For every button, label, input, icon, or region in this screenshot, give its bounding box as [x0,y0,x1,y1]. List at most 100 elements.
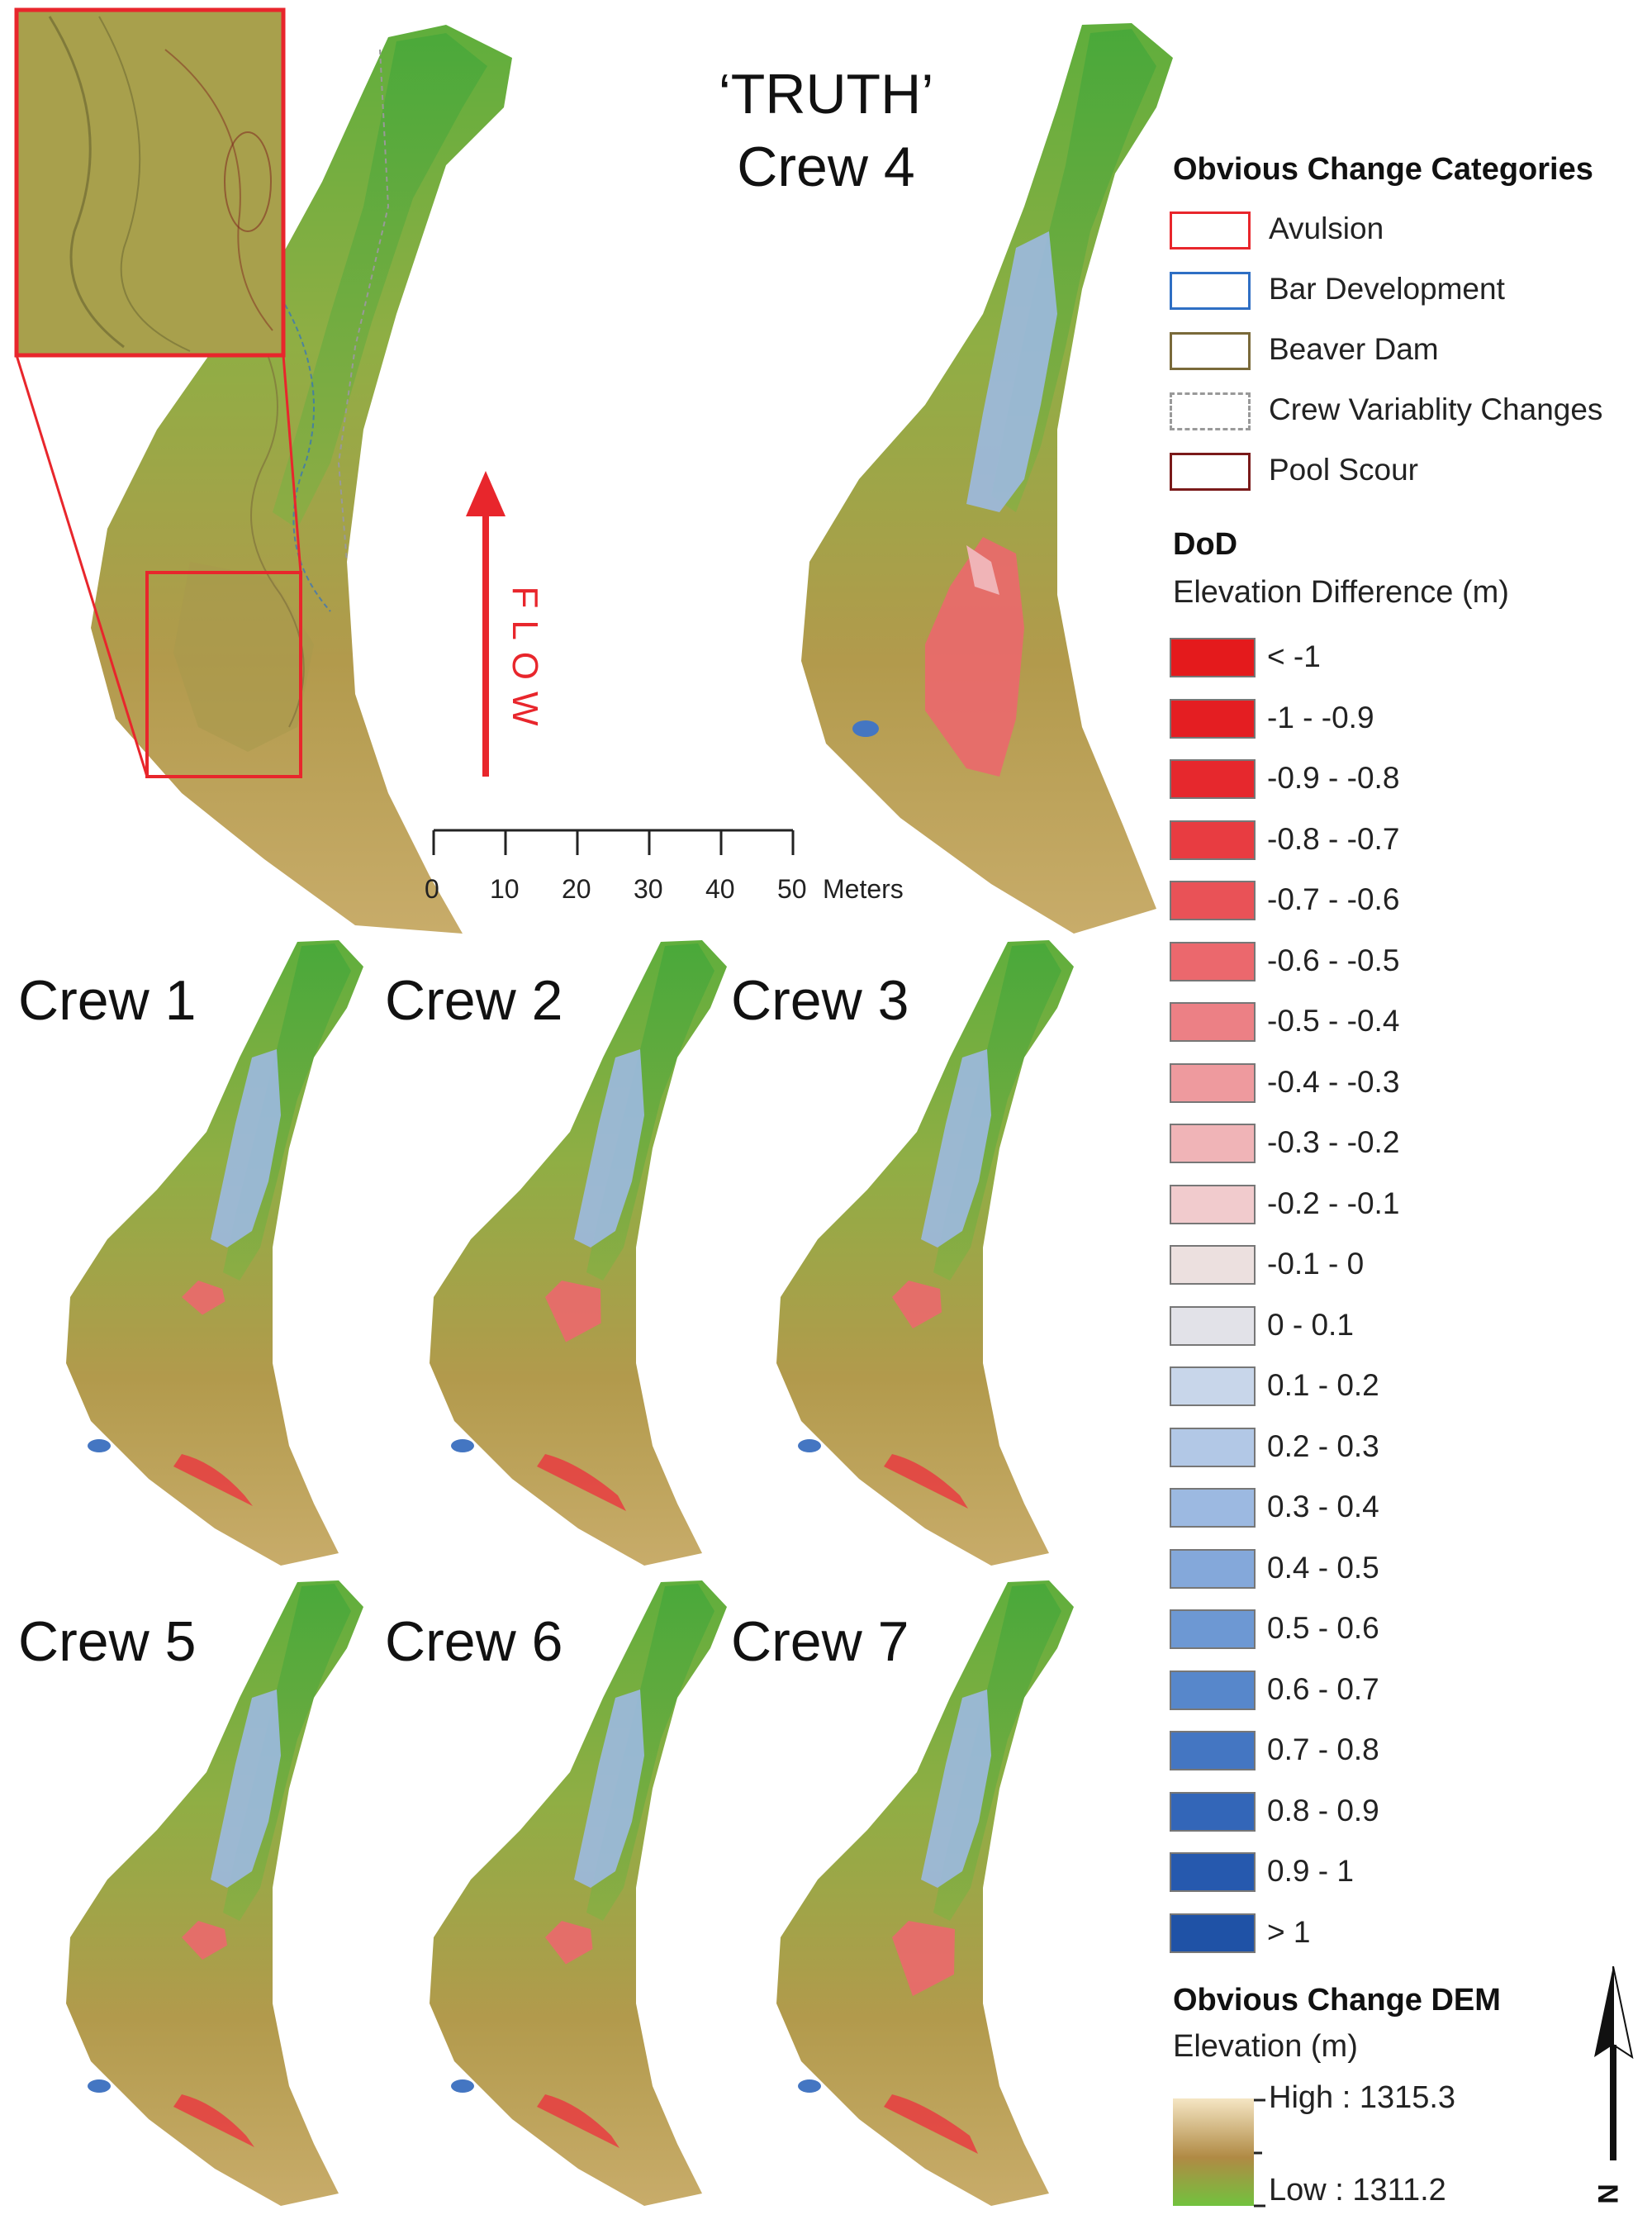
scale-tick-label: 0 [425,874,439,904]
legend-dod-swatch [1170,698,1256,739]
legend-category-row: Bar Development [1170,269,1649,311]
legend-dod-swatch [1170,1548,1256,1589]
north-label: N [1593,2184,1625,2204]
bar-development-area [966,231,1057,512]
legend-category-symbol [1170,272,1251,310]
legend-dod-row: 0.6 - 0.7 [1170,1669,1599,1712]
legend-dod-swatch [1170,1791,1256,1832]
crew-panel-title: Crew 7 [731,1610,909,1673]
legend-dod-swatch [1170,1852,1256,1892]
legend-dod-label: 0.7 - 0.8 [1267,1732,1379,1766]
legend-category-label: Avulsion [1269,211,1384,245]
crew-panel-title: Crew 3 [731,969,909,1032]
inset-map [14,7,286,358]
legend-dod-row: 0.4 - 0.5 [1170,1547,1599,1590]
legend-dod-row: -0.3 - -0.2 [1170,1122,1599,1165]
flow-arrow [466,471,506,777]
legend-dod-swatch [1170,1366,1256,1406]
legend-dod-row: -0.1 - 0 [1170,1243,1599,1286]
crew-dod-map [430,940,727,1566]
legend-category-label: Pool Scour [1269,453,1418,487]
legend-dod-swatch [1170,1002,1256,1042]
legend-dod-row: 0.9 - 1 [1170,1851,1599,1894]
scale-tick-label: 50 [777,874,807,904]
inset-extent-box [145,571,302,778]
legend-dod-label: -0.4 - -0.3 [1267,1064,1400,1099]
legend-dod-row: -1 - -0.9 [1170,697,1599,740]
legend-dod-label: > 1 [1267,1914,1311,1949]
crew-bar-development [574,1690,644,1888]
legend-dod-swatch [1170,1670,1256,1710]
crew-scour-area [537,1454,626,1511]
legend-dod-row: -0.8 - -0.7 [1170,819,1599,862]
legend-dod-swatch [1170,1609,1256,1649]
legend-dod-subtitle: Elevation Difference (m) [1173,575,1509,610]
truth-title: ‘TRUTH’ Crew 4 [661,58,991,203]
scale-bar [432,829,795,855]
crew-fill-patch [451,1439,474,1452]
legend-dod-swatch [1170,1245,1256,1285]
crew-bar-development [211,1690,281,1888]
legend-dod-label: -0.3 - -0.2 [1267,1125,1400,1159]
legend-dod-row: -0.5 - -0.4 [1170,1000,1599,1043]
legend-dod-label: 0.3 - 0.4 [1267,1490,1379,1523]
truth-dem-map [14,7,512,934]
legend-dem-title: Obvious Change DEM [1173,1983,1501,2018]
crew-cut-area [182,1921,227,1960]
legend-dod-label: -0.8 - -0.7 [1267,821,1400,856]
crew-cut-area [545,1921,593,1965]
legend-dod-label: -1 - -0.9 [1267,700,1374,734]
legend-dod-row: 0.8 - 0.9 [1170,1790,1599,1833]
crew-dod-map [776,940,1074,1566]
legend-dod-label: 0.2 - 0.3 [1267,1428,1379,1463]
legend-category-symbol [1170,453,1251,491]
crew-bar-development [921,1049,991,1248]
crew-panel-title: Crew 1 [18,969,197,1032]
legend-category-label: Crew Variablity Changes [1269,392,1603,426]
legend-dod-label: 0.6 - 0.7 [1267,1671,1379,1706]
legend-categories-title: Obvious Change Categories [1173,152,1593,187]
legend-category-row: Crew Variablity Changes [1170,389,1649,432]
legend-dod-row: 0 - 0.1 [1170,1305,1599,1347]
legend-dod-swatch [1170,1731,1256,1770]
legend-dod-swatch [1170,1062,1256,1103]
legend-category-symbol [1170,392,1251,430]
legend-category-row: Pool Scour [1170,449,1649,492]
legend-dod-swatch [1170,638,1256,677]
crew-panel-title: Crew 2 [385,969,563,1032]
legend-dod-title: DoD [1173,527,1238,562]
legend-dod-row: 0.1 - 0.2 [1170,1365,1599,1408]
scale-tick-label: 10 [490,874,520,904]
legend-dod-swatch [1170,941,1256,981]
crew-scour-area [173,2094,254,2147]
legend-dod-label: 0.9 - 1 [1267,1854,1354,1888]
flow-label: FLOW [505,586,545,738]
legend-dem-low: Low : 1311.2 [1269,2173,1446,2208]
legend-dod-row: -0.6 - -0.5 [1170,940,1599,983]
legend-dod-row: 0.5 - 0.6 [1170,1608,1599,1651]
legend-dod-swatch [1170,1488,1256,1528]
crew-cut-area [892,1921,955,1996]
legend-dod-row: -0.9 - -0.8 [1170,758,1599,801]
crew-fill-patch [798,2079,821,2093]
legend-dod-row: 0.7 - 0.8 [1170,1729,1599,1772]
legend-dod-row: -0.7 - -0.6 [1170,879,1599,922]
legend-category-symbol [1170,211,1251,250]
legend-category-symbol [1170,332,1251,370]
legend-dod-row: < -1 [1170,636,1599,679]
truth-channel [273,33,487,529]
legend-dod-label: 0.1 - 0.2 [1267,1368,1379,1402]
crew-cut-area [545,1281,601,1343]
legend-dod-row: 0.2 - 0.3 [1170,1426,1599,1469]
crew-scour-area [884,2094,978,2154]
crew-fill-patch [88,2079,111,2093]
truth-dod-map [801,23,1173,934]
legend-dod-label: -0.7 - -0.6 [1267,882,1400,916]
crew-dod-map [66,1580,363,2206]
crew-dod-map [66,940,363,1566]
north-arrow [1594,1966,1634,2160]
dem-ramp-ticks [1254,2098,1265,2208]
crew-cut-area [892,1281,942,1328]
scale-tick-label: 20 [562,874,591,904]
